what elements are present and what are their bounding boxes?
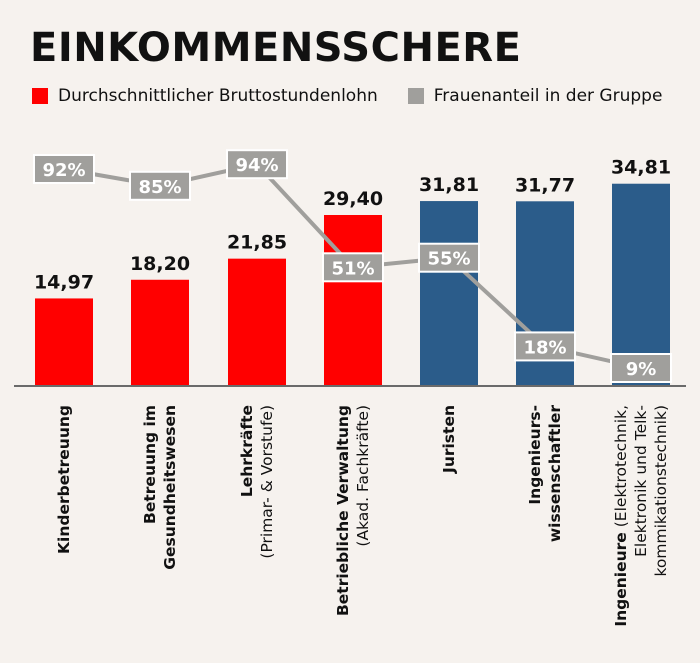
women-share-label: 94% <box>235 155 278 176</box>
wage-value-label: 34,81 <box>611 157 671 179</box>
category-label: Gesundheitswesen <box>161 405 179 570</box>
wage-bar <box>612 183 670 385</box>
wage-value-label: 29,40 <box>323 188 383 210</box>
legend-item-wage: Durchschnittlicher Bruttostundenlohn <box>32 86 378 106</box>
wage-bar <box>35 298 93 385</box>
women-share-box <box>322 252 384 283</box>
category-label: Ingenieure (Elektrotechnik, <box>612 405 630 627</box>
wage-value-label: 14,97 <box>34 271 94 293</box>
legend-swatch-red <box>32 88 48 104</box>
category-label: wissenschaftler <box>546 405 564 543</box>
chart-title: EINKOMMENSSCHERE <box>30 25 522 71</box>
women-share-label: 85% <box>138 177 181 198</box>
category-label: (Primar- & Vorstufe) <box>258 405 276 559</box>
women-share-label: 92% <box>42 160 85 181</box>
women-share-label: 51% <box>331 258 374 279</box>
legend-label-wage: Durchschnittlicher Bruttostundenlohn <box>58 86 378 106</box>
wage-value-label: 31,81 <box>419 174 479 196</box>
legend-swatch-gray <box>407 88 424 104</box>
women-share-box <box>33 154 95 184</box>
women-share-label: 55% <box>427 249 470 270</box>
wage-value-label: 21,85 <box>227 232 287 254</box>
category-label: Juristen <box>440 405 458 474</box>
wage-value-label: 18,20 <box>130 253 190 275</box>
wage-bar <box>228 258 286 385</box>
category-label: Ingenieurs- <box>526 405 544 505</box>
category-label: Lehrkräfte <box>238 405 256 497</box>
women-share-box <box>514 331 576 362</box>
category-label: Elektronik und Telk- <box>632 405 650 557</box>
category-label: (Akad. Fachkräfte) <box>354 405 372 547</box>
women-share-box <box>226 149 288 180</box>
category-label: Betriebliche Verwaltung <box>334 405 352 616</box>
legend-item-women: Frauenanteil in der Gruppe <box>407 86 663 106</box>
wage-bar <box>324 215 382 385</box>
wage-bar <box>131 279 189 385</box>
wage-value-label: 31,77 <box>515 174 575 196</box>
wage-bar <box>420 201 478 385</box>
category-label: Betreuung im <box>141 405 159 524</box>
women-share-box <box>610 353 672 383</box>
women-share-box <box>418 242 480 273</box>
category-label: Kinderbetreuung <box>55 405 73 554</box>
category-label: kommikationstechnik) <box>652 405 670 577</box>
women-share-box <box>129 170 191 201</box>
legend-label-women: Frauenanteil in der Gruppe <box>433 86 663 106</box>
legend: Durchschnittlicher Bruttostundenlohn Fra… <box>32 86 692 106</box>
women-share-label: 18% <box>523 337 566 358</box>
women-share-label: 9% <box>626 359 657 380</box>
